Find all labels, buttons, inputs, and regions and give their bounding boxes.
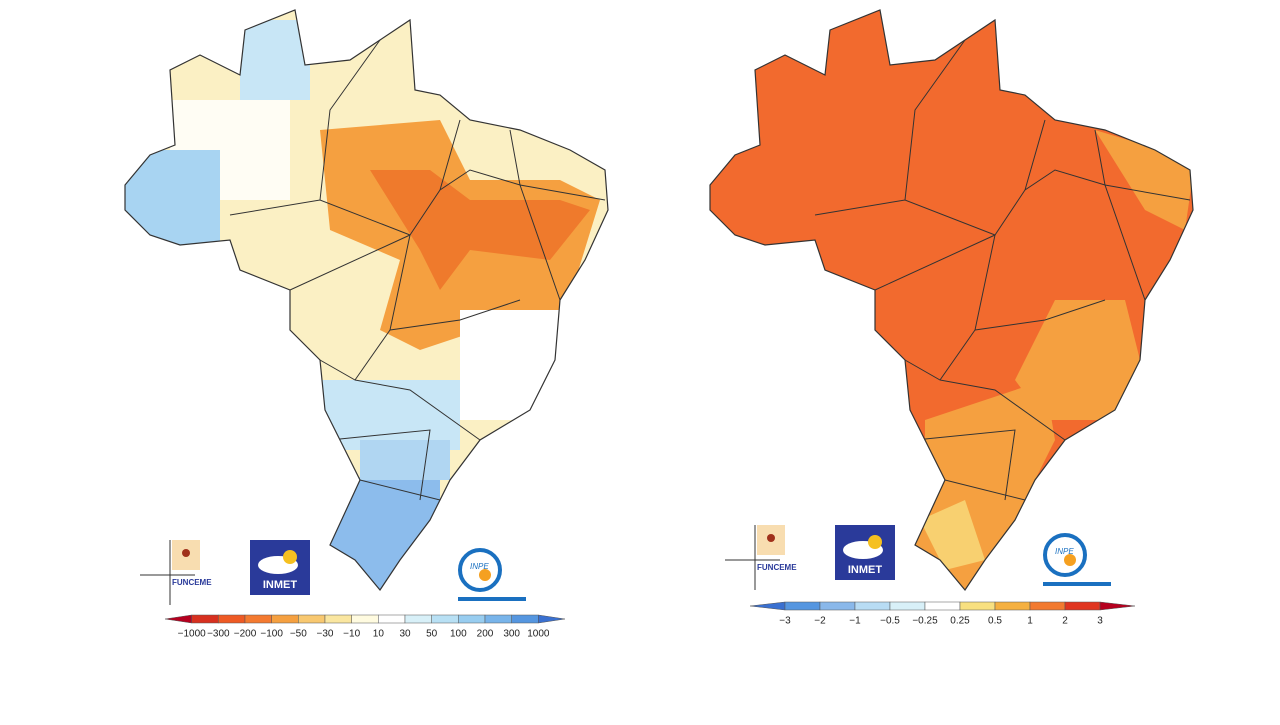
legend-label: 1: [1027, 616, 1033, 627]
legend-label: 2: [1062, 616, 1068, 627]
logo-inmet: INMET: [848, 564, 883, 576]
legend-swatch: [244, 614, 272, 624]
map-panel-furniture: FUNCEME INMET INPE −3 −2 −1 −0.5 −0.25 0.25 0.5 1 2…: [725, 525, 1136, 627]
legend-label: 1000: [527, 629, 550, 640]
logo-funceme: FUNCEME: [172, 578, 212, 587]
legend-label: 0.5: [988, 616, 1002, 627]
legend-swatch: [324, 614, 352, 624]
legend-label: 300: [503, 629, 520, 640]
legend-label: −0.25: [912, 616, 938, 627]
legend-label: −100: [260, 629, 283, 640]
logo-funceme: FUNCEME: [757, 563, 797, 572]
legend-label: 50: [426, 629, 438, 640]
legend-label: 10: [373, 629, 385, 640]
legend-swatch: [924, 601, 961, 611]
legend-swatch: [994, 601, 1031, 611]
legend-label: −30: [317, 629, 334, 640]
logo-sun: [868, 535, 882, 549]
legend-swatch: [404, 614, 432, 624]
legend-swatch: [298, 614, 326, 624]
legend-swatch: [1029, 601, 1066, 611]
legend-swatch: [484, 614, 512, 624]
logo-inmet: INMET: [263, 579, 298, 591]
map-right: [709, 9, 1194, 591]
legend-label: 0.25: [950, 616, 970, 627]
logo-inpe-bar: [1043, 582, 1111, 586]
legend-label: −1: [849, 616, 861, 627]
legend-swatch: [784, 601, 821, 611]
legend-label: −200: [234, 629, 257, 640]
legend-swatch: [351, 614, 379, 624]
legend-label: −0.5: [880, 616, 900, 627]
logo-inpe-dot: [1064, 554, 1076, 566]
logo-sun: [767, 534, 775, 542]
logo-inpe-ring: [1043, 533, 1087, 577]
logo-sun: [182, 549, 190, 557]
legend-label: −50: [290, 629, 307, 640]
legend-swatch: [889, 601, 926, 611]
legend-label: 3: [1097, 616, 1103, 627]
legend-label: 100: [450, 629, 467, 640]
legend-label: −10: [343, 629, 360, 640]
logo-sun: [283, 550, 297, 564]
legend-swatch: [854, 601, 891, 611]
legend-swatch: [378, 614, 406, 624]
logo-inpe-dot: [479, 569, 491, 581]
legend-swatch: [458, 614, 486, 624]
logo-inpe-ring: [458, 548, 502, 592]
legend-swatch: [959, 601, 996, 611]
legend-label: −2: [814, 616, 826, 627]
logo-inpe: INPE: [1055, 547, 1074, 556]
legend-label: −300: [207, 629, 230, 640]
legend-swatch: [218, 614, 246, 624]
legend-swatch: [819, 601, 856, 611]
legend-label: −1000: [178, 629, 207, 640]
logo-inpe: INPE: [470, 562, 489, 571]
legend-swatch: [431, 614, 459, 624]
legend-swatch: [1064, 601, 1101, 611]
legend-swatch: [511, 614, 539, 624]
legend-label: 200: [477, 629, 494, 640]
legend-label: −3: [779, 616, 791, 627]
logo-inpe-bar: [458, 597, 526, 601]
map-panel-furniture: FUNCEME INMET INPE −1000 −300 −200 −100 −50 −30−…: [140, 540, 566, 640]
legend-swatch: [271, 614, 299, 624]
legend-swatch: [191, 614, 219, 624]
anomaly-regions: [905, 130, 1193, 590]
legend-label: 30: [399, 629, 411, 640]
legend-swatch: [538, 614, 566, 624]
legend-swatch: [1099, 601, 1136, 611]
